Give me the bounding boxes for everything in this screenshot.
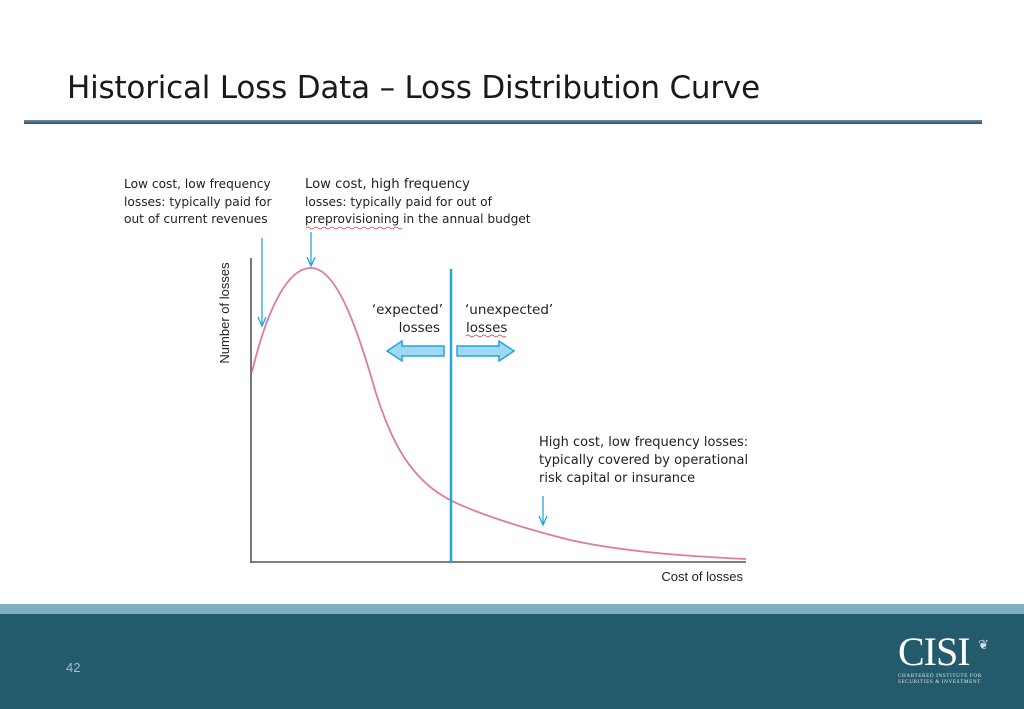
- slide-title: Historical Loss Data – Loss Distribution…: [67, 70, 760, 106]
- unexpected-label: ‘unexpected’: [465, 302, 553, 318]
- expected-label: losses: [399, 320, 440, 336]
- logo-subtitle-line: CHARTERED INSTITUTE FOR: [898, 673, 982, 679]
- logo-subtitle-line: SECURITIES & INVESTMENT: [898, 679, 981, 685]
- annotation-low-cost-high-frequency: Low cost, high frequency losses: typical…: [305, 177, 531, 226]
- title-divider: [24, 120, 982, 124]
- annotation-line: typically covered by operational: [539, 453, 748, 468]
- annotation-line: losses: typically paid for: [124, 195, 272, 209]
- loss-distribution-curve: [251, 267, 747, 560]
- annotation-line: Low cost, high frequency: [305, 177, 470, 192]
- page-number: 42: [66, 660, 81, 675]
- cisi-logo: CISI ❦ CHARTERED INSTITUTE FOR SECURITIE…: [898, 632, 998, 692]
- annotation-line: preprovisioning in the annual budget: [305, 212, 531, 226]
- expected-losses-arrow: [385, 339, 445, 363]
- unexpected-losses-arrow: [456, 339, 516, 363]
- spellcheck-underline: [305, 226, 403, 230]
- y-axis-label: Number of losses: [217, 262, 232, 364]
- x-axis-label: Cost of losses: [661, 569, 743, 584]
- annotation-line: losses: typically paid for out of: [305, 195, 493, 209]
- annotation-line: Low cost, low frequency: [124, 177, 271, 191]
- annotation-low-cost-low-frequency: Low cost, low frequency losses: typicall…: [124, 177, 272, 226]
- unexpected-label: losses: [466, 320, 507, 336]
- footer-stripe: [0, 604, 1024, 614]
- pointer-arrowhead-high-cost: [538, 515, 548, 527]
- logo-wordmark: CISI: [898, 629, 971, 674]
- pointer-arrowhead-high-freq: [306, 256, 316, 268]
- spellcheck-underline: [465, 334, 507, 338]
- footer-band: [0, 604, 1024, 709]
- annotation-line: out of current revenues: [124, 212, 268, 226]
- laurel-icon: ❦: [978, 637, 989, 652]
- expected-label: ‘expected’: [372, 302, 443, 318]
- annotation-high-cost-low-frequency: High cost, low frequency losses: typical…: [539, 435, 748, 486]
- loss-distribution-diagram: Number of losses Cost of losses Low cost…: [124, 177, 748, 584]
- annotation-line: High cost, low frequency losses:: [539, 435, 748, 450]
- annotation-line: risk capital or insurance: [539, 471, 695, 486]
- pointer-arrowhead-low-freq: [257, 316, 267, 328]
- logo-subtitle: CHARTERED INSTITUTE FOR SECURITIES & INV…: [898, 673, 998, 685]
